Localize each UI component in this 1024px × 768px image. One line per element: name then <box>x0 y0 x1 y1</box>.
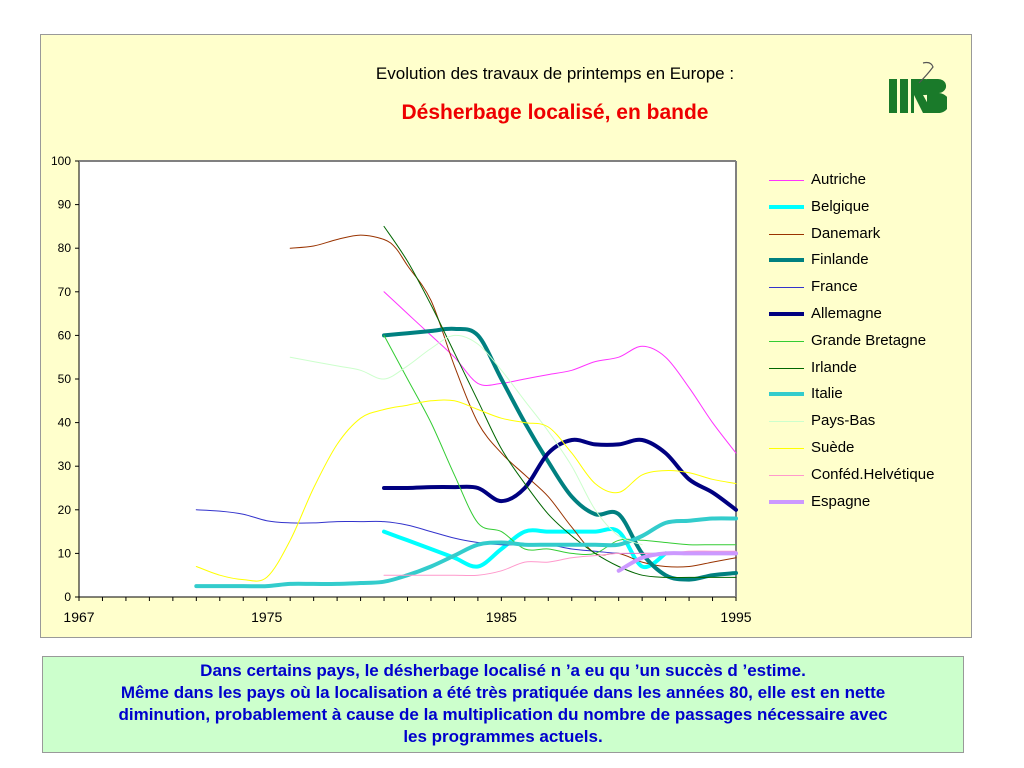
chart-title: Evolution des travaux de printemps en Eu… <box>375 64 735 83</box>
x-tick-label: 1975 <box>251 609 282 625</box>
legend-label: Finlande <box>811 251 869 269</box>
legend-label: Conféd.Helvétique <box>811 465 935 483</box>
series-line-danemark <box>289 234 737 568</box>
legend-swatch <box>769 474 804 476</box>
series-line-allemagne <box>382 437 738 512</box>
legend-swatch <box>769 448 804 449</box>
y-tick-label: 70 <box>58 285 72 299</box>
y-tick-label: 10 <box>58 546 72 560</box>
legend-swatch <box>769 287 804 289</box>
legend-swatch <box>769 233 804 235</box>
caption-line-1: Dans certains pays, le désherbage locali… <box>200 661 806 680</box>
y-tick-label: 80 <box>58 241 72 255</box>
x-tick-label: 1995 <box>720 609 751 625</box>
legend-swatch <box>769 180 804 181</box>
legend-label: Allemagne <box>811 305 882 322</box>
caption-line-4: les programmes actuels. <box>403 727 603 746</box>
legend-label: Irlande <box>811 358 857 376</box>
legend-label: Danemark <box>811 224 881 242</box>
series-line-espagne <box>616 551 738 573</box>
legend-swatch <box>769 367 804 369</box>
y-tick-label: 20 <box>58 503 72 517</box>
chart-subtitle: Désherbage localisé, en bande <box>401 101 709 124</box>
legend-label: Autriche <box>811 171 867 188</box>
legend-swatch <box>769 340 804 342</box>
series-line-belgique <box>382 527 668 570</box>
line-chart: 0 10 20 30 40 50 60 70 80 90 100 1967 1975 1985 1995 <box>51 154 752 625</box>
legend-label: Pays-Bas <box>811 412 876 430</box>
legend-label: Grande Bretagne <box>811 331 927 349</box>
legend-label: Suède <box>811 439 855 456</box>
y-tick-label: 90 <box>58 198 72 212</box>
series-line-suede <box>195 399 737 582</box>
x-tick-label: 1967 <box>63 609 94 625</box>
legend-label: Espagne <box>811 492 871 510</box>
series-line-irlande <box>383 225 737 579</box>
legend-label: Italie <box>811 385 843 403</box>
legend-label: France <box>811 278 858 296</box>
legend-label: Belgique <box>811 197 870 215</box>
x-tick-label: 1985 <box>486 609 517 625</box>
caption-line-2: Même dans les pays où la localisation a … <box>120 683 886 702</box>
legend-swatch <box>769 312 804 316</box>
iirb-logo <box>889 61 947 114</box>
legend-swatch <box>769 421 804 423</box>
series-line-autriche <box>383 291 737 454</box>
legend-swatch <box>769 204 804 209</box>
legend-swatch <box>769 392 804 397</box>
series-line-grande-bretagne <box>383 334 737 556</box>
y-tick-label: 100 <box>51 154 71 168</box>
y-tick-label: 30 <box>58 459 72 473</box>
caption-box: Dans certains pays, le désherbage locali… <box>42 656 964 753</box>
y-tick-label: 50 <box>58 372 72 386</box>
legend-swatch <box>769 258 804 263</box>
chart-panel: Evolution des travaux de printemps en Eu… <box>40 34 972 638</box>
y-tick-label: 0 <box>64 590 71 604</box>
series-line-italie <box>194 516 738 589</box>
legend-swatch <box>769 499 804 504</box>
series-line-pays-bas <box>289 334 643 546</box>
y-tick-label: 60 <box>58 328 72 342</box>
y-tick-label: 40 <box>58 416 72 430</box>
caption-line-3: diminution, probablement à cause de la m… <box>118 705 888 724</box>
